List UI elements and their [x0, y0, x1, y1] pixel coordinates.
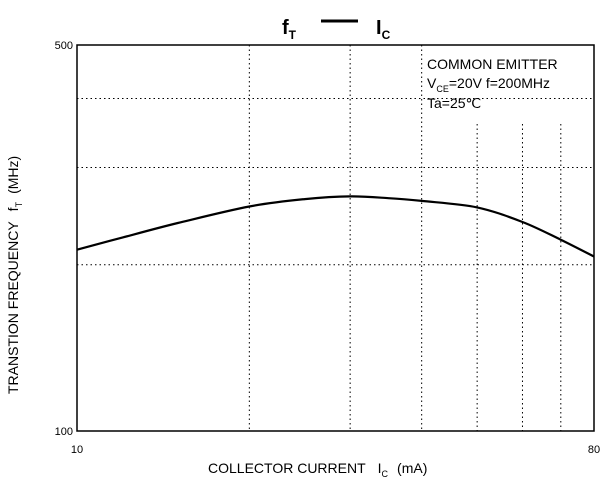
y-tick-label: 100	[55, 426, 73, 438]
annotation-line-1: COMMON EMITTER	[427, 56, 558, 72]
grid	[77, 45, 594, 431]
series	[76, 195, 595, 258]
y-tick-labels: 100 500	[55, 40, 73, 438]
plot-frame	[76, 44, 595, 432]
x-tick-labels: 10 80	[71, 444, 600, 456]
annotation-line-2: VCE=20V f=200MHz	[427, 75, 550, 94]
chart-title-left: fT	[282, 17, 297, 42]
x-axis-label: COLLECTOR CURRENT IC (mA)	[208, 460, 427, 479]
x-tick-label: 10	[71, 444, 83, 456]
series-line	[76, 195, 595, 258]
y-axis-label: TRANSTION FREQUENCYfT(MHz)	[5, 156, 24, 394]
annotation-line-3: Ta=25℃	[427, 95, 481, 111]
y-tick-label: 500	[55, 40, 73, 52]
chart-title-right: IC	[376, 17, 391, 42]
x-tick-label: 80	[588, 444, 600, 456]
